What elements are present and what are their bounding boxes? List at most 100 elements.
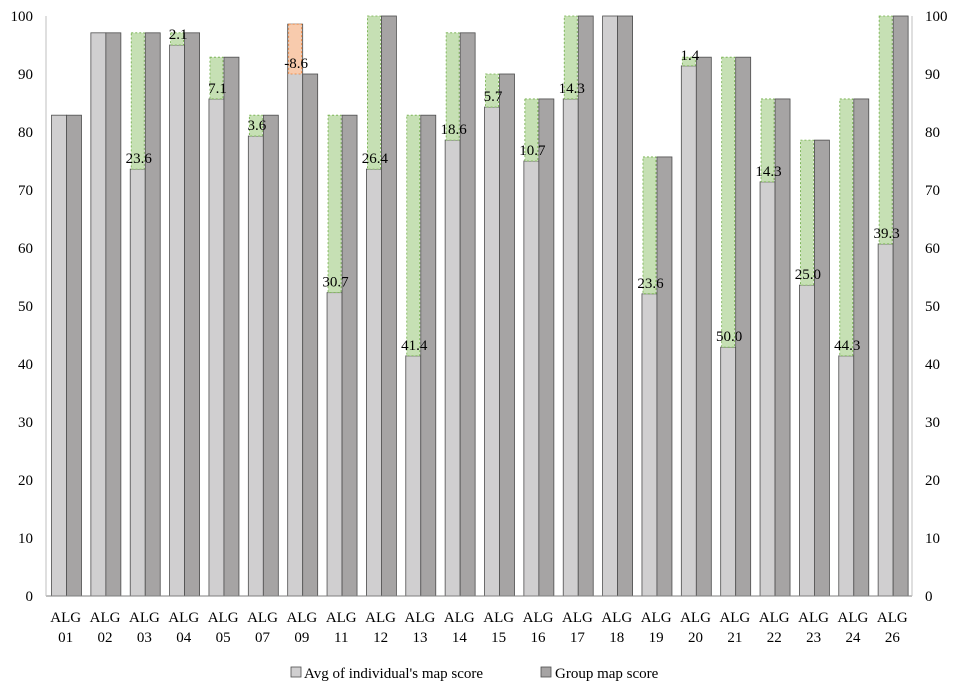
bar-group-map xyxy=(184,32,200,597)
y-tick-label-left: 80 xyxy=(18,125,33,141)
difference-bar xyxy=(209,56,224,100)
difference-data-label: 39.3 xyxy=(874,226,900,242)
bar-avg-individual xyxy=(759,181,776,597)
bar-avg-individual xyxy=(169,44,185,597)
difference-bar xyxy=(839,98,854,357)
x-tick-label-number: 16 xyxy=(531,630,547,646)
x-tick-label: ALG xyxy=(50,610,81,626)
difference-bar xyxy=(248,114,263,137)
legend-label-avg: Avg of individual's map score xyxy=(304,666,483,682)
x-tick-label-number: 22 xyxy=(767,630,782,646)
x-tick-label: ALG xyxy=(168,610,199,626)
difference-data-label: 10.7 xyxy=(519,143,546,159)
y-tick-label-left: 90 xyxy=(18,67,33,83)
difference-data-label: 26.4 xyxy=(362,151,389,167)
x-tick-label: ALG xyxy=(523,610,554,626)
difference-data-label: 7.1 xyxy=(208,81,227,97)
bar-group-map xyxy=(656,156,673,597)
difference-bar xyxy=(563,15,578,100)
difference-data-label: -8.6 xyxy=(284,56,308,72)
difference-data-label: 23.6 xyxy=(126,151,153,167)
y-tick-label-left: 30 xyxy=(18,415,33,431)
bar-group-map xyxy=(695,56,712,597)
bar-avg-individual xyxy=(405,355,422,597)
x-tick-label: ALG xyxy=(562,610,593,626)
y-tick-label-right: 30 xyxy=(925,415,940,431)
x-tick-label-number: 15 xyxy=(491,630,506,646)
difference-bar xyxy=(681,56,696,67)
y-tick-label-left: 40 xyxy=(18,357,33,373)
difference-bar xyxy=(130,32,145,170)
x-tick-label-number: 02 xyxy=(98,630,113,646)
bar-group-map xyxy=(499,73,515,597)
y-tick-label-right: 0 xyxy=(925,589,933,605)
bar-group-map xyxy=(66,114,82,597)
difference-data-label: 1.4 xyxy=(680,48,699,64)
bar-avg-individual xyxy=(720,346,737,597)
x-tick-label-number: 26 xyxy=(885,630,901,646)
difference-bar xyxy=(327,114,342,294)
y-tick-label-right: 90 xyxy=(925,67,940,83)
x-tick-label: ALG xyxy=(247,610,278,626)
difference-data-label: 41.4 xyxy=(401,338,428,354)
bar-group-map xyxy=(144,32,161,597)
bar-avg-individual xyxy=(51,114,67,597)
difference-bar xyxy=(760,98,775,183)
y-tick-label-left: 0 xyxy=(26,589,34,605)
y-tick-label-left: 50 xyxy=(18,299,33,315)
x-tick-label-number: 09 xyxy=(294,630,309,646)
x-tick-label-number: 17 xyxy=(570,630,586,646)
bar-avg-individual xyxy=(90,32,107,597)
bar-group-map xyxy=(459,32,476,597)
x-tick-label: ALG xyxy=(680,610,711,626)
y-tick-label-left: 10 xyxy=(18,531,33,547)
y-tick-label-right: 20 xyxy=(925,473,940,489)
difference-data-label: 5.7 xyxy=(484,89,503,105)
x-tick-label: ALG xyxy=(601,610,632,626)
difference-data-label: 3.6 xyxy=(247,118,266,134)
bar-avg-individual xyxy=(562,98,579,597)
y-tick-label-right: 40 xyxy=(925,357,940,373)
x-tick-label: ALG xyxy=(641,610,672,626)
bar-avg-individual xyxy=(523,160,540,597)
difference-bar xyxy=(524,98,539,162)
difference-data-label: 23.6 xyxy=(637,276,664,292)
y-tick-label-left: 60 xyxy=(18,241,33,257)
bar-avg-individual xyxy=(838,355,855,597)
bar-avg-individual xyxy=(602,15,618,597)
x-tick-label: ALG xyxy=(759,610,790,626)
difference-bar xyxy=(721,56,736,348)
difference-data-label: 44.3 xyxy=(834,338,860,354)
x-tick-label-number: 04 xyxy=(176,630,192,646)
bar-group-map xyxy=(577,15,594,597)
bar-avg-individual xyxy=(208,98,225,597)
bar-group-map xyxy=(892,15,909,597)
x-tick-label: ALG xyxy=(877,610,908,626)
difference-data-label: 18.6 xyxy=(441,122,468,138)
bar-group-map xyxy=(223,56,240,597)
y-tick-label-right: 60 xyxy=(925,241,940,257)
x-tick-label: ALG xyxy=(208,610,239,626)
difference-data-label: 30.7 xyxy=(322,275,349,291)
y-tick-label-left: 70 xyxy=(18,183,33,199)
difference-bar xyxy=(878,15,893,245)
difference-bar xyxy=(170,32,184,46)
legend-swatch-avg xyxy=(290,666,302,678)
x-tick-label-number: 19 xyxy=(649,630,664,646)
bar-avg-individual xyxy=(877,243,894,597)
difference-data-label: 25.0 xyxy=(795,267,821,283)
bar-group-map xyxy=(814,139,830,597)
x-tick-label: ALG xyxy=(405,610,436,626)
y-tick-label-right: 70 xyxy=(925,183,940,199)
x-tick-label: ALG xyxy=(838,610,869,626)
difference-bar xyxy=(485,73,499,108)
x-tick-label: ALG xyxy=(286,610,317,626)
x-tick-label: ALG xyxy=(326,610,357,626)
bar-group-map xyxy=(262,114,279,597)
difference-bar xyxy=(406,114,421,357)
bar-avg-individual xyxy=(444,139,461,597)
bar-avg-individual xyxy=(366,168,382,597)
x-tick-label-number: 24 xyxy=(845,630,861,646)
